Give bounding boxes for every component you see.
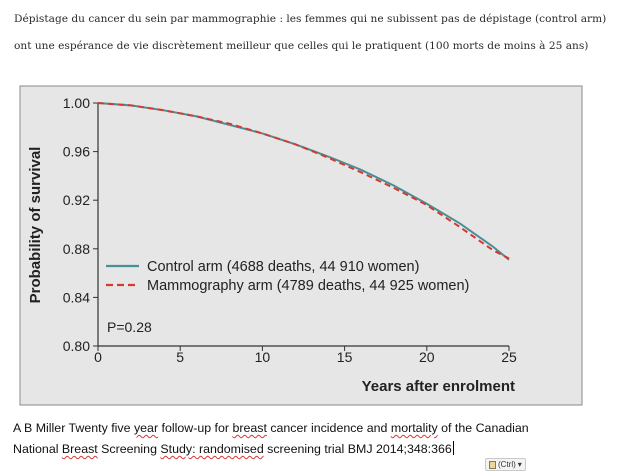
spell-flag-breast[interactable]: breast — [232, 421, 267, 435]
paste-options-label: (Ctrl) — [498, 460, 516, 469]
caption-text: of the Canadian — [437, 421, 529, 435]
caption-text: Screening — [97, 442, 161, 456]
legend-label: Mammography arm (4789 deaths, 44 925 wom… — [147, 278, 469, 294]
spell-flag-breast-2[interactable]: Breast — [61, 442, 98, 456]
x-tick-label: 25 — [501, 349, 517, 365]
mammography-arm-line — [97, 102, 510, 260]
spell-flag-study[interactable]: Study: randomised — [160, 442, 264, 456]
x-tick-label: 5 — [176, 349, 184, 365]
caption-text: National — [13, 442, 62, 456]
y-tick-label: 1.00 — [63, 95, 90, 111]
x-tick-label: 15 — [337, 349, 353, 365]
intro-line-2: ont une espérance de vie discrètement me… — [14, 40, 589, 52]
caption-text: cancer incidence and — [266, 421, 391, 435]
x-tick-label: 10 — [255, 349, 271, 365]
intro-line-1: Dépistage du cancer du sein par mammogra… — [14, 13, 607, 25]
y-axis-title: Probability of survival — [27, 147, 44, 304]
citation-caption[interactable]: A B Miller Twenty five year follow-up fo… — [13, 418, 613, 460]
y-tick-label: 0.96 — [63, 144, 90, 160]
caption-text: A B Miller Twenty five — [13, 421, 134, 435]
chart-background — [19, 85, 583, 406]
clipboard-icon — [489, 460, 496, 469]
survival-chart: 1.00 0.96 0.92 0.88 0.84 0.80 0 5 10 15 20 25 Prob… — [19, 85, 583, 406]
y-tick-label: 0.80 — [63, 338, 90, 354]
x-axis-title: Years after enrolment — [362, 378, 515, 395]
y-tick-label: 0.88 — [63, 241, 90, 257]
y-tick-label: 0.92 — [63, 192, 90, 208]
text-cursor — [452, 441, 454, 455]
spell-flag-mortality[interactable]: mortality — [390, 421, 438, 435]
chevron-down-icon: ▾ — [517, 460, 522, 469]
x-tick-label: 20 — [419, 349, 435, 365]
caption-line-1[interactable]: A B Miller Twenty five year follow-up fo… — [13, 418, 613, 439]
paste-options-button[interactable]: (Ctrl) ▾ — [485, 458, 526, 471]
x-tick-label: 0 — [94, 349, 102, 365]
caption-text: screening trial BMJ 2014;348:366 — [263, 442, 452, 456]
spell-flag-year[interactable]: year — [133, 421, 159, 435]
legend-label: Control arm (4688 deaths, 44 910 women) — [147, 259, 419, 275]
intro-text: Dépistage du cancer du sein par mammogra… — [14, 6, 614, 60]
p-value-annotation: P=0.28 — [107, 319, 152, 335]
caption-text: follow-up for — [158, 421, 233, 435]
y-tick-label: 0.84 — [63, 289, 90, 305]
caption-line-2[interactable]: National Breast Screening Study: randomi… — [13, 439, 613, 460]
